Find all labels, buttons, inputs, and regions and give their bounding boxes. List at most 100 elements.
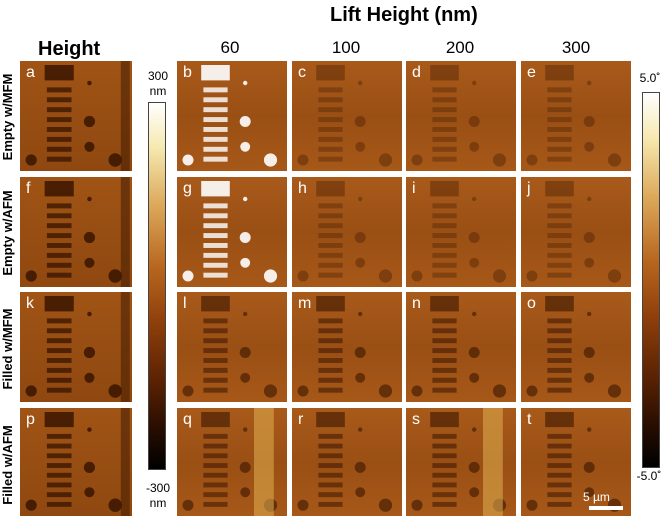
right-colorbar-top-value: 5.0˚ bbox=[639, 71, 661, 85]
pattern-bar bbox=[547, 501, 572, 507]
pattern-bar bbox=[318, 492, 343, 498]
pattern-bar bbox=[318, 433, 343, 439]
pattern-dot bbox=[239, 232, 251, 243]
pattern-bar bbox=[432, 156, 457, 162]
pattern-bar bbox=[46, 203, 72, 209]
pattern-bar bbox=[547, 482, 572, 488]
pattern-bar bbox=[432, 272, 457, 278]
pattern-dot bbox=[526, 499, 538, 511]
pattern-dot bbox=[108, 498, 122, 512]
pattern-dot bbox=[25, 154, 37, 166]
pattern-dot bbox=[358, 311, 363, 317]
pattern-bar bbox=[46, 328, 72, 334]
pattern-block bbox=[201, 412, 230, 428]
pattern-bar bbox=[547, 358, 572, 363]
pattern-bar bbox=[318, 463, 343, 468]
image-panel-h: h bbox=[292, 177, 402, 287]
pattern-bar bbox=[432, 97, 457, 103]
pattern-bar bbox=[46, 453, 72, 459]
panel-image bbox=[526, 181, 622, 283]
pattern-bar bbox=[432, 377, 457, 383]
row-label-empty-afm: Empty w/AFM bbox=[0, 190, 15, 276]
pattern-bar bbox=[318, 97, 343, 103]
pattern-dot bbox=[355, 372, 366, 383]
image-panel-s: s bbox=[406, 408, 516, 516]
pattern-block bbox=[430, 296, 459, 312]
pattern-bar bbox=[318, 367, 343, 373]
pattern-bar bbox=[432, 472, 457, 478]
pattern-bar bbox=[203, 233, 228, 239]
pattern-dot bbox=[468, 347, 480, 358]
image-panel-j: j bbox=[521, 177, 631, 287]
pattern-bar bbox=[203, 387, 228, 393]
pattern-bar bbox=[203, 97, 228, 103]
pattern-dot bbox=[472, 80, 477, 86]
pattern-dot bbox=[469, 487, 480, 498]
panel-image bbox=[297, 412, 393, 512]
pattern-dot bbox=[239, 461, 251, 473]
pattern-block bbox=[545, 296, 574, 312]
pattern-bar bbox=[203, 358, 228, 363]
pattern-bar bbox=[203, 252, 228, 258]
pattern-bar bbox=[547, 223, 572, 229]
pattern-bar bbox=[203, 338, 228, 344]
pattern-dot bbox=[83, 115, 96, 128]
image-panel-n: n bbox=[406, 292, 516, 402]
pattern-dot bbox=[358, 196, 363, 202]
pattern-dot bbox=[355, 141, 366, 152]
pattern-block bbox=[201, 65, 230, 81]
pattern-dot bbox=[378, 269, 393, 283]
pattern-bar bbox=[432, 252, 457, 258]
pattern-dot bbox=[84, 372, 95, 383]
pattern-bar bbox=[203, 146, 228, 152]
pattern-dot bbox=[472, 196, 477, 202]
pattern-bar bbox=[432, 107, 457, 113]
pattern-dot bbox=[87, 196, 92, 202]
pattern-bar bbox=[46, 223, 72, 229]
pattern-dot bbox=[182, 270, 194, 282]
pattern-bar bbox=[318, 338, 343, 344]
panel-image bbox=[25, 408, 130, 516]
pattern-bar bbox=[203, 443, 228, 449]
pattern-bar bbox=[318, 443, 343, 449]
pattern-bar bbox=[547, 463, 572, 468]
panel-letter: c bbox=[298, 64, 306, 81]
panel-letter: b bbox=[183, 64, 192, 81]
image-panel-t: t 5 µm bbox=[521, 408, 631, 516]
pattern-bar bbox=[547, 146, 572, 152]
pattern-dot bbox=[358, 427, 363, 432]
pattern-block bbox=[545, 412, 574, 428]
pattern-dot bbox=[355, 257, 366, 268]
pattern-dot bbox=[469, 257, 480, 268]
pattern-bar bbox=[46, 463, 72, 468]
pattern-bar bbox=[46, 156, 72, 162]
pattern-bar bbox=[46, 97, 72, 103]
pattern-block bbox=[545, 65, 574, 81]
pattern-bar bbox=[46, 443, 72, 449]
pattern-dot bbox=[25, 385, 37, 397]
panel-image bbox=[526, 412, 622, 512]
pattern-bar bbox=[203, 328, 228, 334]
pattern-bar bbox=[318, 453, 343, 459]
pattern-dot bbox=[584, 141, 595, 152]
pattern-bar bbox=[203, 87, 228, 93]
pattern-dot bbox=[297, 385, 309, 397]
pattern-bar bbox=[318, 87, 343, 93]
pattern-dot bbox=[526, 154, 538, 166]
panel-letter: q bbox=[183, 411, 192, 428]
pattern-dot bbox=[583, 232, 595, 243]
pattern-bar bbox=[547, 262, 572, 268]
pattern-dot bbox=[84, 487, 95, 498]
pattern-dot bbox=[84, 257, 95, 268]
pattern-dot bbox=[587, 196, 592, 202]
pattern-bar bbox=[46, 233, 72, 239]
pattern-bar bbox=[46, 252, 72, 258]
pattern-dot bbox=[378, 498, 393, 512]
pattern-bar bbox=[203, 127, 228, 132]
image-panel-r: r bbox=[292, 408, 402, 516]
image-panel-b: b bbox=[177, 61, 287, 171]
pattern-bar bbox=[432, 492, 457, 498]
pattern-dot bbox=[607, 269, 622, 283]
pattern-bar bbox=[46, 87, 72, 93]
pattern-bar bbox=[318, 472, 343, 478]
